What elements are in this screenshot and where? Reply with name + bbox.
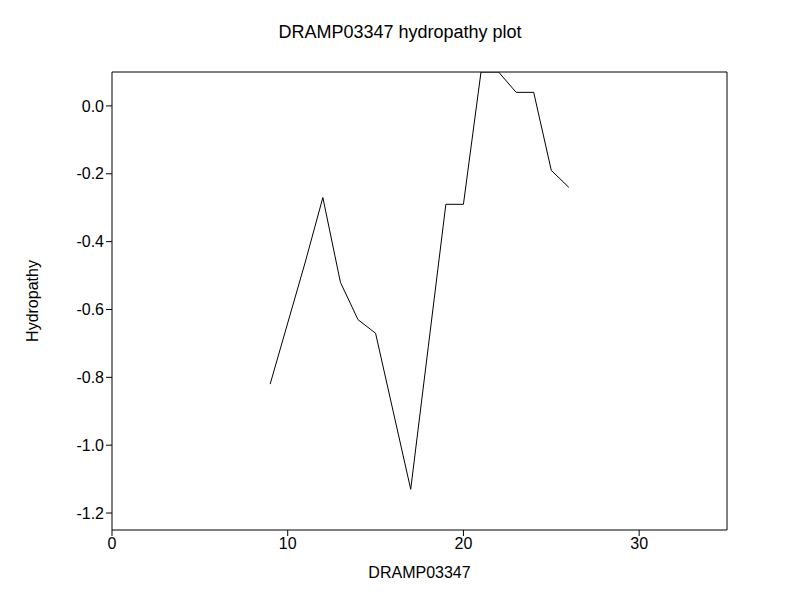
svg-text:30: 30 [630,535,648,552]
svg-text:10: 10 [279,535,297,552]
svg-text:Hydropathy: Hydropathy [24,260,41,342]
svg-text:-0.6: -0.6 [76,301,104,318]
svg-text:0.0: 0.0 [82,98,104,115]
svg-text:-0.4: -0.4 [76,233,104,250]
svg-text:DRAMP03347: DRAMP03347 [368,564,470,581]
svg-text:-1.2: -1.2 [76,505,104,522]
svg-text:-0.8: -0.8 [76,369,104,386]
html-text:DRAMP03347 hydropathy plot: DRAMP03347 hydropathy plot [278,22,522,42]
svg-text:-0.2: -0.2 [76,165,104,182]
svg-text:20: 20 [455,535,473,552]
svg-text:-1.0: -1.0 [76,437,104,454]
svg-text:0: 0 [108,535,117,552]
